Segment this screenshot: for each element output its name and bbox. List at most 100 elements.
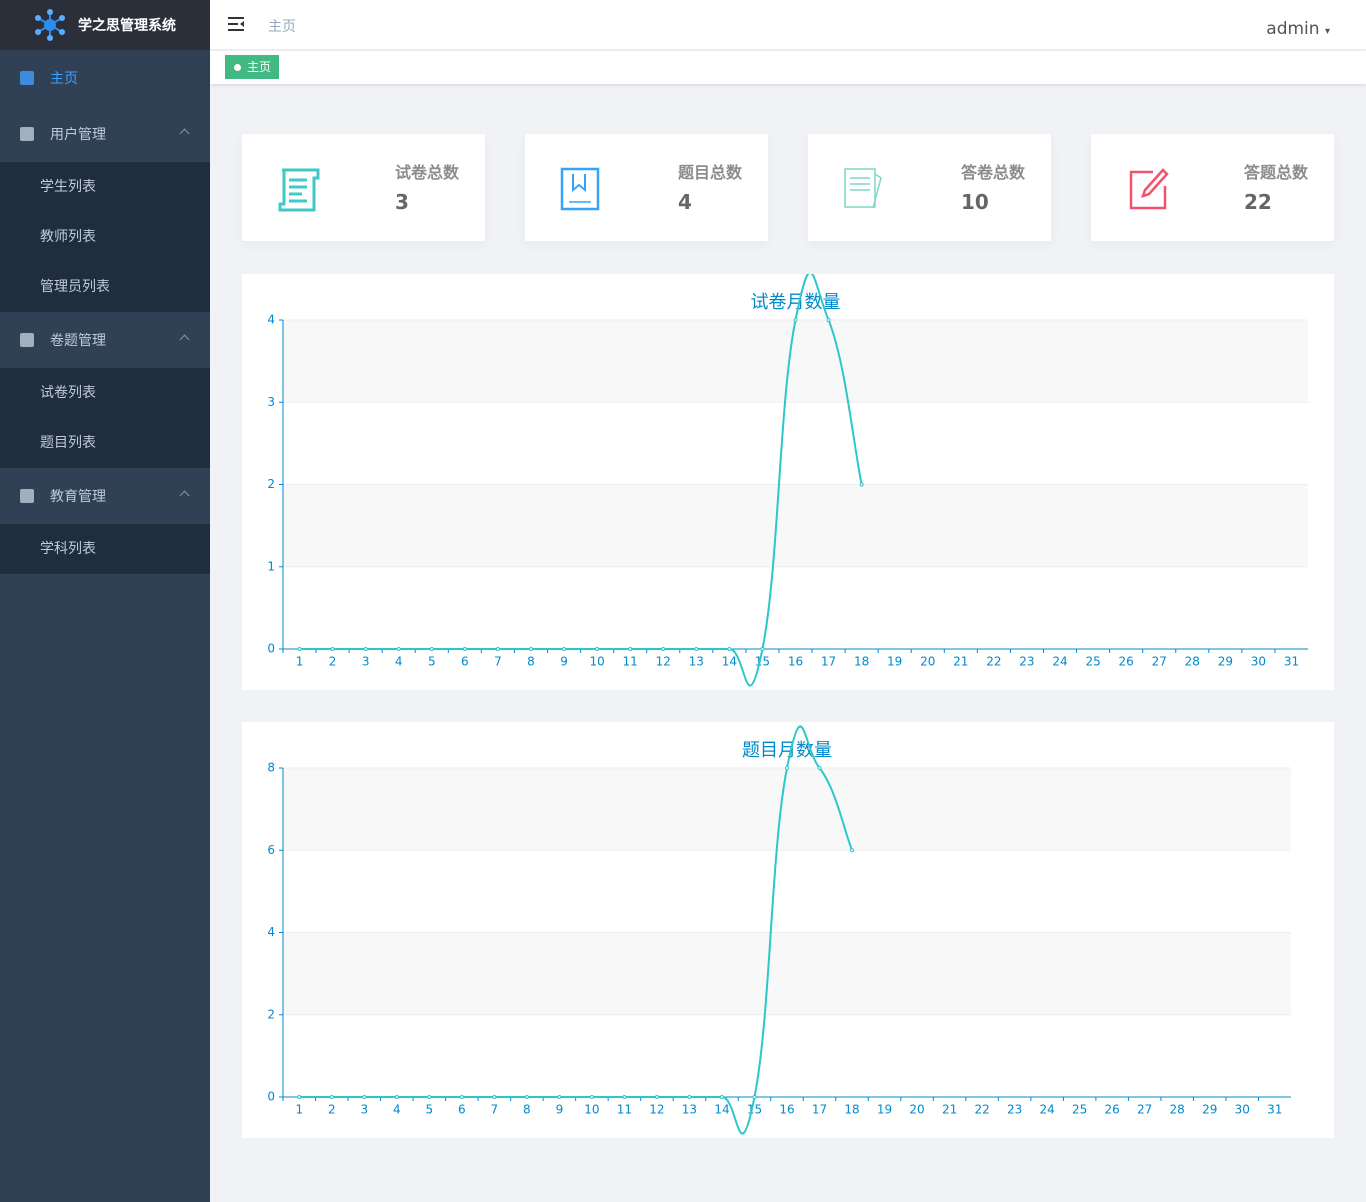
- x-tick-label: 1: [296, 655, 304, 669]
- menu-icon: [20, 71, 34, 85]
- x-tick-label: 11: [617, 1103, 632, 1117]
- point: [719, 1095, 724, 1099]
- x-tick-label: 22: [986, 655, 1001, 669]
- menu-label[interactable]: 用户管理: [50, 127, 106, 143]
- submenu-item[interactable]: 试卷列表: [0, 368, 210, 418]
- point: [528, 647, 533, 651]
- x-tick-label: 17: [812, 1103, 827, 1117]
- submenu-item[interactable]: 题目列表: [0, 418, 210, 468]
- x-tick-label: 10: [584, 1103, 599, 1117]
- point: [492, 1095, 497, 1099]
- x-tick-label: 20: [920, 655, 935, 669]
- y-tick-label: 8: [267, 761, 275, 775]
- card-value: 4: [678, 190, 692, 214]
- point: [817, 766, 822, 770]
- card-label: 答题总数: [1243, 163, 1308, 182]
- menu-item[interactable]: 主页: [0, 50, 210, 106]
- stat-card: 答卷总数 10: [808, 134, 1051, 241]
- x-tick-label: 16: [779, 1103, 794, 1117]
- y-tick-label: 4: [267, 313, 275, 327]
- x-tick-label: 23: [1019, 655, 1034, 669]
- point: [654, 1095, 659, 1099]
- point: [687, 1095, 692, 1099]
- card-icon: [278, 168, 320, 212]
- point: [628, 647, 633, 651]
- point: [826, 318, 831, 322]
- card-label: 答卷总数: [960, 163, 1025, 182]
- x-tick-label: 2: [328, 1103, 336, 1117]
- menu: 主页用户管理学生列表 教师列表 管理员列表卷题管理试卷列表 题目列表教育管理学科列表: [0, 50, 210, 574]
- x-tick-label: 5: [426, 1103, 434, 1117]
- point: [427, 1095, 432, 1099]
- x-tick-label: 27: [1152, 655, 1167, 669]
- x-tick-label: 26: [1119, 655, 1134, 669]
- split-area: [283, 484, 1308, 567]
- menu-label[interactable]: 教育管理: [50, 489, 106, 505]
- x-tick-label: 22: [974, 1103, 989, 1117]
- point: [661, 647, 666, 651]
- y-tick-label: 4: [267, 925, 275, 939]
- username[interactable]: admin: [1266, 19, 1320, 39]
- user-menu[interactable]: admin ▾: [1266, 19, 1330, 39]
- x-tick-label: 9: [560, 655, 568, 669]
- split-area: [283, 402, 1308, 485]
- split-area: [283, 320, 1308, 403]
- menu-item[interactable]: 教育管理: [0, 468, 210, 524]
- stat-card: 题目总数 4: [525, 134, 768, 241]
- x-tick-label: 25: [1085, 655, 1100, 669]
- menu-item[interactable]: 卷题管理: [0, 312, 210, 368]
- x-tick-label: 6: [458, 1103, 466, 1117]
- chart-panel: 题目月数量 0 2 4 6 8 1 2 3 4 5 6 7 8 9 10 11 12 13 14 15 16 17 18 19 2…: [242, 722, 1334, 1138]
- x-tick-label: 31: [1284, 655, 1299, 669]
- stat-card: 试卷总数 3: [242, 134, 485, 241]
- x-tick-label: 19: [887, 655, 902, 669]
- x-tick-label: 3: [360, 1103, 368, 1117]
- x-tick-label: 21: [953, 655, 968, 669]
- point: [785, 766, 789, 770]
- submenu-item[interactable]: 学生列表: [0, 162, 210, 212]
- point: [589, 1095, 594, 1099]
- x-tick-label: 28: [1185, 655, 1200, 669]
- point: [793, 318, 798, 322]
- navbar: 主页 admin ▾: [210, 0, 1366, 50]
- point: [363, 647, 368, 651]
- menu-label[interactable]: 卷题管理: [50, 333, 106, 349]
- x-tick-label: 21: [942, 1103, 957, 1117]
- submenu-item[interactable]: 学科列表: [0, 524, 210, 574]
- point: [752, 1095, 757, 1099]
- menu-arrow: [179, 128, 190, 139]
- x-tick-label: 27: [1137, 1103, 1152, 1117]
- menu-icon: [20, 489, 34, 503]
- card-icon: [844, 168, 882, 209]
- x-tick-label: 7: [491, 1103, 499, 1117]
- x-tick-label: 29: [1218, 655, 1233, 669]
- point: [429, 647, 434, 651]
- x-tick-label: 12: [649, 1103, 664, 1117]
- menu-item[interactable]: 用户管理: [0, 106, 210, 162]
- menu-label[interactable]: 主页: [50, 71, 78, 87]
- stat-card: 答题总数 22: [1091, 134, 1334, 241]
- x-tick-label: 15: [747, 1103, 762, 1117]
- logo-icon: [35, 9, 65, 41]
- split-area: [283, 566, 1308, 649]
- x-tick-label: 30: [1251, 655, 1266, 669]
- submenu-item[interactable]: 管理员列表: [0, 262, 210, 312]
- y-tick-label: 0: [267, 642, 275, 656]
- tag[interactable]: 主页: [225, 55, 280, 79]
- menu-icon: [20, 333, 34, 347]
- card-label: 试卷总数: [394, 163, 459, 182]
- x-tick-label: 16: [788, 655, 803, 669]
- x-tick-label: 6: [461, 655, 469, 669]
- y-tick-label: 2: [267, 1007, 275, 1021]
- point: [694, 647, 699, 651]
- point: [459, 1095, 464, 1099]
- x-tick-label: 4: [393, 1103, 401, 1117]
- card-value: 22: [1244, 190, 1272, 214]
- x-tick-label: 31: [1267, 1103, 1282, 1117]
- breadcrumb[interactable]: 主页: [268, 19, 296, 35]
- x-tick-label: 13: [682, 1103, 697, 1117]
- x-tick-label: 29: [1202, 1103, 1217, 1117]
- submenu-item[interactable]: 教师列表: [0, 212, 210, 262]
- hamburger[interactable]: [228, 17, 244, 31]
